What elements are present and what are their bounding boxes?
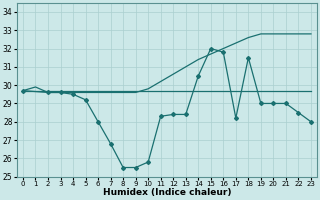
X-axis label: Humidex (Indice chaleur): Humidex (Indice chaleur)	[103, 188, 231, 197]
